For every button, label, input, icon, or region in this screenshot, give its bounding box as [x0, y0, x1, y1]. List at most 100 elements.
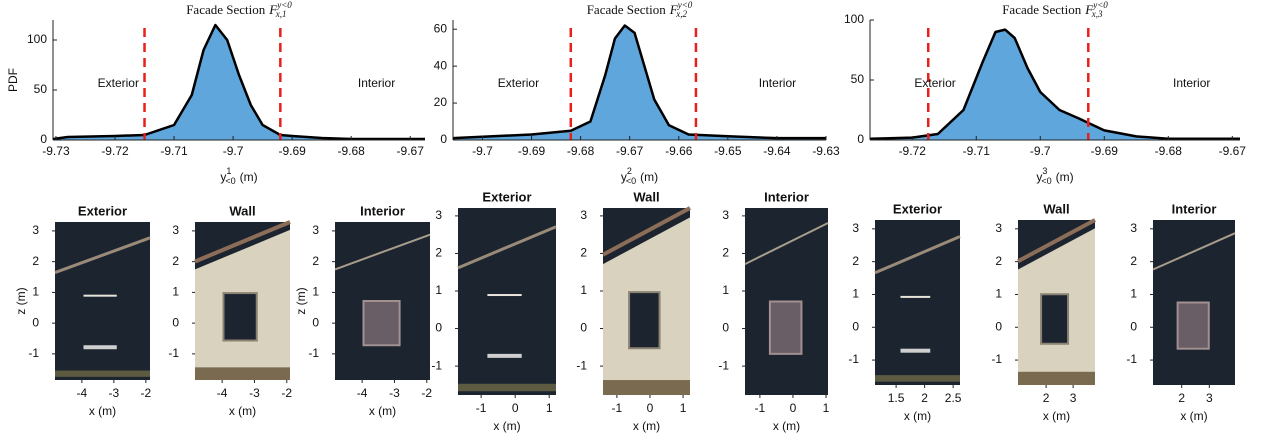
x-tick-label: -9.68	[567, 144, 595, 158]
x-axis-label: y2<0(m)	[621, 166, 658, 186]
point-cloud-bg	[458, 208, 556, 395]
window-points	[770, 302, 802, 354]
y-tick-label: 60	[434, 21, 448, 35]
x-tick-label: -9.69	[1091, 144, 1119, 158]
ground-points	[458, 384, 556, 391]
title-text: Facade Section	[587, 2, 667, 17]
y-tick-label: 1	[995, 287, 1002, 301]
y-tick-label: 3	[580, 208, 587, 222]
point-cloud-bg	[55, 222, 150, 380]
y-tick-label: 2	[580, 246, 587, 260]
y-tick-label: 3	[1130, 221, 1137, 235]
x-tick-label: 3	[1206, 391, 1213, 405]
x-tick-label: -9.67	[397, 144, 425, 158]
x-tick-label: -9.73	[42, 144, 70, 158]
x-tick-label: -3	[109, 386, 120, 400]
panel-title: Interior	[360, 203, 405, 218]
region-label: Exterior	[914, 76, 955, 90]
point-cloud-bg	[875, 220, 960, 385]
x-tick-label: -4	[357, 386, 368, 400]
y-tick-label: 40	[434, 58, 448, 72]
xlabel-sup: 2	[627, 166, 632, 176]
y-tick-label: 0	[857, 132, 864, 146]
point-cloud	[55, 222, 150, 380]
x-axis-label: y1<0(m)	[220, 166, 257, 186]
y-tick-label: -1	[576, 358, 587, 372]
x-axis-label: x (m)	[493, 419, 520, 433]
y-tick-label: 0	[312, 315, 319, 329]
sill-points	[901, 349, 931, 353]
y-tick-label: -1	[718, 358, 729, 372]
x-tick-label: -9.7	[472, 144, 493, 158]
ground-points	[1018, 372, 1095, 385]
xlabel-unit: (m)	[640, 170, 658, 184]
panel-title: Interior	[764, 189, 809, 204]
y-tick-label: 0	[172, 315, 179, 329]
title-sub: x,1	[275, 9, 287, 19]
y-tick-label: 1	[852, 287, 859, 301]
panel-title: Interior	[1172, 201, 1217, 216]
panel-title: Facade SectionFy<0x,1	[186, 0, 292, 19]
y-tick-label: 1	[172, 285, 179, 299]
x-tick-label: -9.72	[899, 144, 927, 158]
x-tick-label: -3	[249, 386, 260, 400]
title-text: Facade Section	[1002, 2, 1082, 17]
y-axis-label: z (m)	[14, 287, 28, 314]
y-tick-label: 3	[172, 223, 179, 237]
x-tick-label: 1	[680, 401, 687, 415]
panel-title: Wall	[1043, 201, 1069, 216]
region-label: Interior	[759, 76, 796, 90]
sill-points	[487, 354, 521, 358]
title-text: Facade Section	[186, 2, 266, 17]
y-tick-label: 50	[851, 72, 865, 86]
x-tick-label: -9.64	[763, 144, 791, 158]
x-tick-label: 0	[512, 401, 519, 415]
y-tick-label: -1	[168, 346, 179, 360]
title-sub: x,2	[675, 9, 687, 19]
point-cloud	[1018, 220, 1095, 385]
x-tick-label: -9.72	[101, 144, 129, 158]
y-tick-label: 1	[580, 283, 587, 297]
page: -9.73-9.72-9.71-9.7-9.69-9.68-9.67050100…	[0, 0, 1262, 439]
y-axis-label: PDF	[6, 68, 20, 92]
y-tick-label: 2	[435, 246, 442, 260]
x-tick-label: -9.7	[223, 144, 244, 158]
x-tick-label: -1	[476, 401, 487, 415]
y-tick-label: 2	[1130, 254, 1137, 268]
point-cloud	[875, 220, 960, 385]
y-tick-label: 0	[440, 132, 447, 146]
x-tick-label: 0	[647, 401, 654, 415]
title-sub: x,3	[1091, 9, 1103, 19]
y-tick-label: 3	[312, 223, 319, 237]
y-tick-label: 3	[995, 221, 1002, 235]
xlabel-unit: (m)	[240, 170, 258, 184]
panel-title: Wall	[633, 189, 659, 204]
x-tick-label: 3	[1070, 391, 1077, 405]
xlabel-sub: <0	[225, 176, 235, 186]
x-axis-label: x (m)	[1043, 409, 1070, 423]
region-label: Interior	[358, 76, 395, 90]
x-tick-label: -2	[421, 386, 432, 400]
x-axis-label: y3<0(m)	[1036, 166, 1073, 186]
region-label: Exterior	[98, 76, 139, 90]
y-tick-label: 1	[312, 285, 319, 299]
window-points	[1178, 303, 1209, 349]
sill-points	[901, 296, 931, 298]
y-tick-label: 2	[995, 254, 1002, 268]
ground-points	[195, 367, 290, 380]
y-tick-label: 2	[722, 246, 729, 260]
y-tick-label: 100	[844, 12, 864, 26]
ground-points	[603, 380, 690, 395]
x-tick-label: -9.67	[1219, 144, 1247, 158]
y-tick-label: 3	[435, 208, 442, 222]
window-points	[364, 301, 400, 345]
x-tick-label: 2	[1043, 391, 1050, 405]
y-tick-label: 3	[32, 223, 39, 237]
x-tick-label: -9.66	[665, 144, 693, 158]
window-points	[1041, 294, 1068, 344]
x-tick-label: -4	[77, 386, 88, 400]
y-tick-label: 0	[40, 132, 47, 146]
region-label: Interior	[1173, 76, 1210, 90]
xlabel-sub: <0	[626, 176, 636, 186]
y-tick-label: -1	[848, 352, 859, 366]
